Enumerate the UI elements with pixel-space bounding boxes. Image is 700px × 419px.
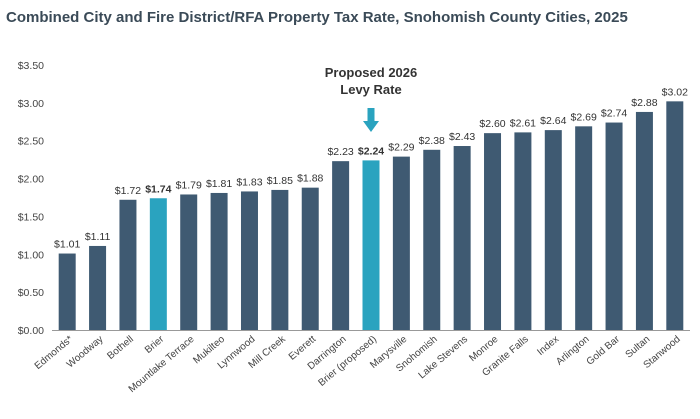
data-label: $1.72 [115,185,141,197]
bar [58,253,76,330]
x-tick-label: Bothell [105,334,135,362]
data-label: $1.01 [54,239,80,251]
bar [332,161,350,330]
data-label: $2.43 [449,131,475,143]
data-label: $2.74 [601,108,627,120]
bar [423,149,441,330]
bar [605,122,623,331]
bar [666,101,684,330]
data-label: $1.79 [176,179,202,191]
x-tick-label: Arlington [554,334,591,368]
data-label: $2.23 [327,146,353,158]
y-tick-label: $1.50 [18,211,44,223]
data-label: $1.74 [145,183,171,195]
data-label: $1.88 [297,173,323,185]
data-label: $2.60 [479,118,505,130]
y-tick-label: $3.50 [18,60,44,72]
data-label: $2.38 [419,135,445,147]
x-tick-label: Brier [143,333,167,355]
chart-title: Combined City and Fire District/RFA Prop… [6,9,628,26]
bar [453,146,471,330]
bar [514,132,532,330]
y-tick-label: $3.00 [18,98,44,110]
bar [392,156,410,330]
x-tick-label: Index [535,334,561,358]
callout-arrow [363,108,379,132]
bar [362,160,380,330]
data-label: $3.02 [662,86,688,98]
bar [301,187,319,330]
data-label: $1.85 [267,175,293,187]
bar [210,192,228,330]
data-label: $2.61 [510,117,536,129]
callout-label-line1: Proposed 2026 [325,65,418,80]
bar [89,245,107,330]
data-label: $1.11 [85,231,111,243]
y-tick-label: $2.00 [18,174,44,186]
data-label: $2.88 [631,97,657,109]
bar [484,133,502,330]
bar [149,198,167,330]
data-label: $1.81 [206,178,232,190]
bar [575,126,593,330]
bar [119,199,137,330]
x-tick-label: Gold Bar [585,333,623,367]
data-label: $2.69 [571,111,597,123]
data-label: $2.64 [540,115,566,127]
bar [635,111,653,330]
callout-label-line2: Levy Rate [340,82,401,97]
data-label: $2.24 [358,145,384,157]
bar [544,130,562,330]
y-tick-label: $0.50 [18,287,44,299]
bar [271,189,289,330]
bar [240,191,258,330]
y-tick-label: $1.00 [18,249,44,261]
bar [180,194,198,330]
data-label: $1.83 [236,176,262,188]
y-tick-label: $0.00 [18,325,44,337]
data-label: $2.29 [388,142,414,154]
y-tick-label: $2.50 [18,136,44,148]
